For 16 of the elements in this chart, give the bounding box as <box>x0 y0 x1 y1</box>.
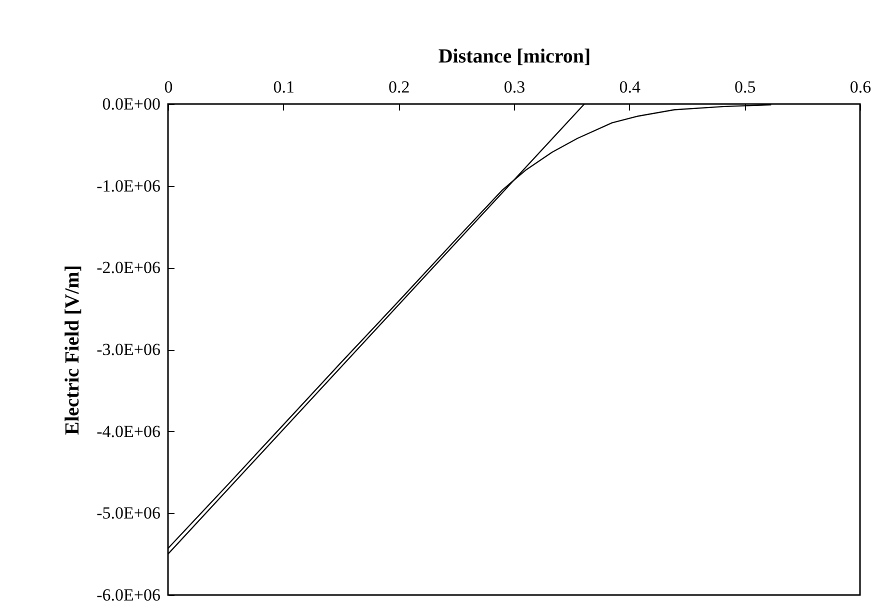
x-tick-label: 0.3 <box>504 78 526 96</box>
y-tick-label: 0.0E+00 <box>102 94 160 114</box>
x-tick-label: 0.1 <box>273 78 294 96</box>
x-axis-title: Distance [micron] <box>438 46 591 68</box>
y-axis-title: Electric Field [V/m] <box>62 265 84 435</box>
x-tick-label: 0.2 <box>388 78 410 96</box>
x-tick-label: 0.6 <box>850 78 872 96</box>
x-tick-label: 0.4 <box>619 78 641 96</box>
y-tick-label: -6.0E+06 <box>96 586 160 604</box>
y-tick-label: -5.0E+06 <box>96 504 160 523</box>
x-tick-label: 0 <box>164 78 173 96</box>
y-tick-label: -2.0E+06 <box>96 258 160 278</box>
y-tick-label: -4.0E+06 <box>96 422 160 441</box>
y-tick-label: -3.0E+06 <box>96 340 160 359</box>
x-tick-label: 0.5 <box>734 78 756 96</box>
y-tick-label: -1.0E+06 <box>96 176 160 196</box>
